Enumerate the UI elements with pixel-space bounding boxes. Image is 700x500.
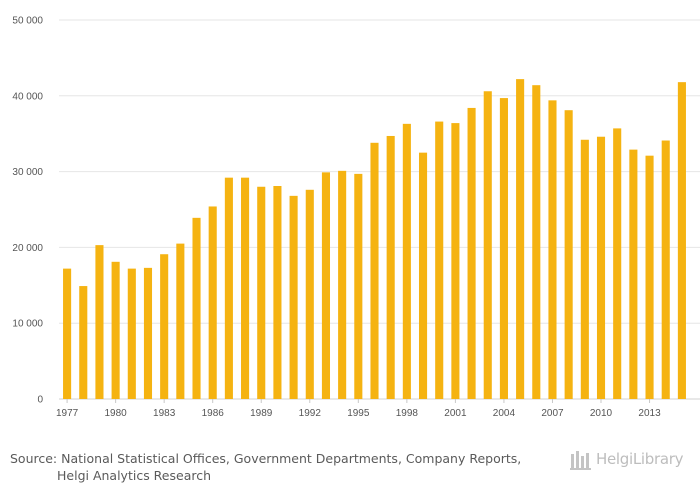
bar-1996 — [370, 142, 379, 399]
y-tick-label: 40 000 — [12, 91, 43, 102]
y-tick-label: 20 000 — [12, 243, 43, 254]
bar-chart: 0 10 000 20 000 30 000 40 000 50 000 1977 1980… — [12, 16, 700, 419]
bar-1998 — [402, 123, 411, 399]
bar-1993 — [321, 172, 331, 399]
bar-1987 — [224, 177, 233, 399]
x-tick-label: 1977 — [56, 408, 79, 419]
bar-2013 — [645, 155, 654, 399]
bar-2003 — [483, 91, 492, 399]
bar-2004 — [499, 98, 508, 399]
bar-1981 — [127, 268, 136, 399]
bar-2012 — [629, 149, 638, 399]
x-tick-label: 2004 — [493, 408, 516, 419]
bar-2005 — [516, 79, 525, 400]
y-axis-ticks: 0 10 000 20 000 30 000 40 000 50 000 — [12, 16, 43, 406]
x-tick-label: 1989 — [250, 408, 273, 419]
bar-1988 — [241, 177, 250, 399]
bar-2015 — [677, 82, 686, 399]
bar-2001 — [451, 123, 460, 399]
bar-1983 — [160, 254, 169, 399]
bar-1991 — [289, 195, 298, 399]
x-tick-label: 1986 — [202, 408, 225, 419]
y-tick-label: 0 — [37, 395, 43, 406]
x-axis-ticks: 1977 1980 1983 1986 1989 1992 1995 1998 2001 2004… — [56, 399, 661, 419]
bar-1982 — [143, 267, 153, 399]
y-tick-label: 30 000 — [12, 167, 43, 178]
bar-2002 — [467, 107, 476, 399]
x-tick-label: 1992 — [299, 408, 322, 419]
brand-name: HelgiLibrary — [596, 450, 684, 468]
bar-1985 — [192, 217, 201, 399]
x-tick-label: 2010 — [590, 408, 613, 419]
bar-1995 — [354, 173, 363, 399]
x-tick-label: 1983 — [153, 408, 176, 419]
bar-2007 — [548, 100, 557, 400]
bar-2014 — [661, 140, 670, 399]
bar-1978 — [79, 286, 88, 399]
source-line-1: Source: National Statistical Offices, Go… — [10, 451, 522, 466]
bar-2011 — [613, 128, 622, 400]
x-tick-label: 1995 — [347, 408, 370, 419]
bar-2008 — [564, 110, 573, 400]
helgi-library-logo: HelgiLibrary — [570, 448, 695, 472]
bar-1979 — [95, 245, 104, 399]
bar-1980 — [111, 261, 120, 399]
bar-1986 — [208, 206, 217, 399]
source-note: Source: National Statistical Offices, Go… — [10, 450, 570, 484]
y-tick-label: 50 000 — [12, 16, 43, 27]
x-tick-label: 2001 — [444, 408, 467, 419]
library-icon — [570, 451, 591, 470]
x-tick-label: 2007 — [541, 408, 564, 419]
bar-1990 — [273, 186, 282, 399]
bar-2000 — [435, 121, 444, 400]
source-line-2: Helgi Analytics Research — [57, 468, 212, 483]
x-tick-label: 2013 — [638, 408, 661, 419]
bar-1984 — [176, 243, 185, 399]
bar-1977 — [63, 268, 72, 399]
x-tick-label: 1980 — [105, 408, 128, 419]
bar-1997 — [386, 135, 395, 399]
bar-1999 — [418, 152, 428, 399]
bar-2006 — [532, 85, 541, 400]
bar-1994 — [338, 170, 347, 399]
x-tick-label: 1998 — [396, 408, 419, 419]
bar-1989 — [257, 186, 266, 399]
bar-1992 — [305, 189, 314, 399]
bars — [63, 79, 686, 400]
bar-2010 — [596, 136, 606, 399]
y-tick-label: 10 000 — [12, 319, 43, 330]
bar-2009 — [580, 139, 589, 400]
